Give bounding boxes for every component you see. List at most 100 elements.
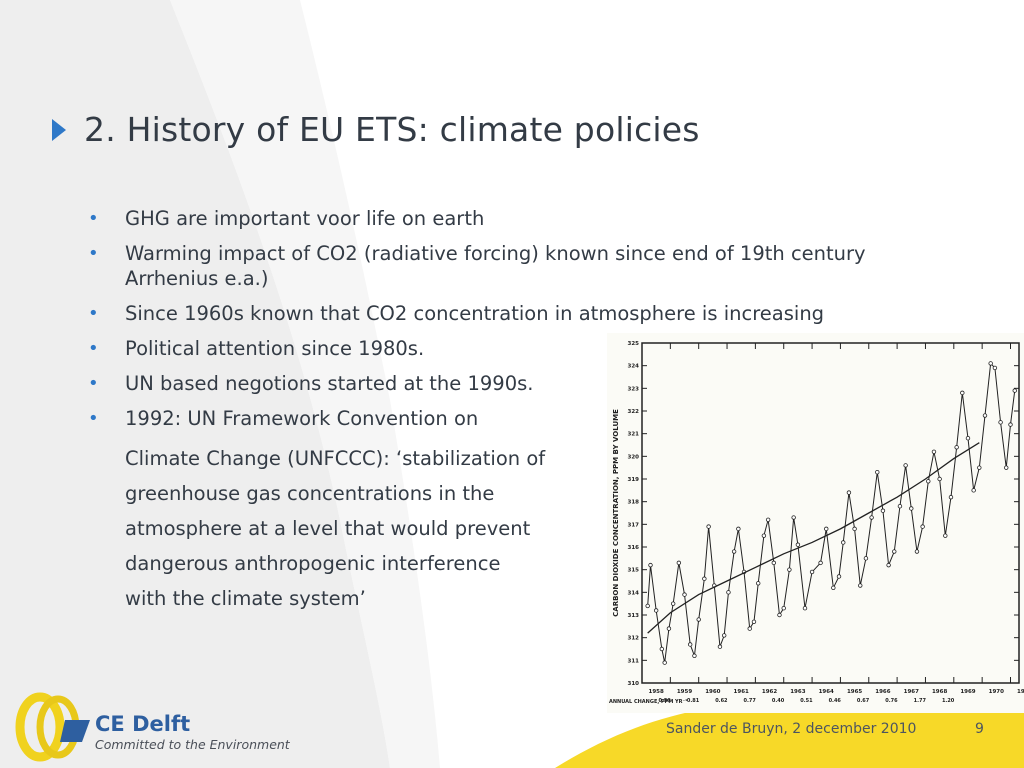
data-point: [802, 606, 808, 611]
bullet-text: GHG are important voor life on earth: [125, 207, 485, 230]
bullet-dot-icon: •: [88, 208, 99, 229]
title-arrow-icon: [52, 118, 66, 141]
x-tick-label: 1963: [790, 689, 805, 695]
y-tick-label: 312: [628, 636, 640, 642]
continuation-line: Climate Change (UNFCCC): ‘stabilization …: [125, 447, 546, 470]
data-point: [722, 633, 727, 638]
series-line-monthly: [647, 362, 1016, 663]
annual-change-value: 0.76: [885, 698, 898, 704]
data-point: [692, 653, 697, 658]
bullet-text: 1992: UN Framework Convention on: [125, 407, 479, 430]
x-tick-label: 1958: [649, 689, 664, 695]
bullet-text: Warming impact of CO2 (radiative forcing…: [125, 242, 866, 290]
x-tick-label: 1967: [904, 689, 919, 695]
data-point: [943, 533, 948, 538]
data-point: [747, 626, 752, 631]
data-point: [982, 413, 988, 418]
y-tick-label: 318: [628, 500, 640, 506]
data-point: [662, 660, 667, 665]
x-tick-label: 1969: [960, 689, 975, 695]
x-tick-label: 1970: [989, 689, 1004, 695]
data-point: [824, 526, 829, 532]
bullet-list: • GHG are important voor life on earth • W…: [88, 206, 908, 626]
bullet-item: • UN based negotions started at the 1990s…: [88, 371, 908, 396]
plot-frame: [641, 342, 1020, 684]
data-point: [731, 549, 737, 554]
data-point: [1012, 388, 1017, 393]
x-tick-label: 1971: [1017, 689, 1024, 695]
annual-change-value: 0.46: [829, 698, 842, 704]
annual-change-value: 0.77: [744, 698, 757, 704]
data-point: [863, 556, 869, 561]
footer-author-date: Sander de Bruyn, 2 december 2010: [666, 721, 917, 737]
page-number: 9: [975, 721, 984, 737]
continuation-line: greenhouse gas concentrations in the: [125, 482, 495, 505]
y-tick-label: 311: [628, 658, 640, 664]
bullet-text: UN based negotions started at the 1990s.: [125, 372, 534, 395]
data-point: [992, 365, 998, 371]
data-point: [977, 465, 982, 470]
data-point: [858, 583, 863, 588]
data-point: [948, 494, 954, 500]
annual-change-value: 0.40: [772, 698, 785, 704]
y-tick-label: 314: [628, 590, 640, 596]
annual-change-value: 0.62: [715, 698, 728, 704]
bullet-dot-icon: •: [88, 338, 99, 359]
annual-change-value: 0.59: [659, 698, 672, 704]
continuation-line: atmosphere at a level that would prevent: [125, 517, 531, 540]
data-point: [791, 515, 796, 520]
y-tick-label: 324: [628, 364, 640, 370]
co2-chart: 310 311 312 313 314 315 316 317 318 319 320 321 322 3…: [607, 333, 1024, 713]
data-point: [648, 562, 653, 568]
data-point: [736, 526, 741, 532]
continuation-line: dangerous anthropogenic interference: [125, 552, 501, 575]
data-point: [892, 549, 897, 554]
y-tick-label: 320: [628, 454, 640, 460]
data-point: [937, 476, 942, 482]
bullet-dot-icon: •: [88, 408, 99, 429]
data-point: [886, 562, 891, 568]
bullet-continuation: Climate Change (UNFCCC): ‘stabilization …: [125, 441, 908, 616]
continuation-line: with the climate system’: [125, 587, 366, 610]
bullet-dot-icon: •: [88, 373, 99, 394]
data-point: [702, 576, 707, 581]
y-tick-label: 313: [628, 613, 640, 619]
data-point: [809, 569, 815, 575]
data-point: [852, 526, 857, 532]
annual-change-label: ANNUAL CHANGE, PPM YR⁻¹: [609, 699, 687, 705]
data-point: [756, 581, 761, 586]
y-tick-label: 325: [628, 341, 640, 347]
data-point: [998, 420, 1003, 425]
data-point: [781, 606, 786, 611]
bullet-item: • Warming impact of CO2 (radiative forcin…: [88, 241, 908, 291]
x-tick-label: 1959: [677, 689, 692, 695]
data-point: [676, 560, 682, 566]
y-tick-label: 319: [628, 477, 640, 483]
data-point: [659, 646, 665, 652]
x-tick-label: 1961: [734, 689, 749, 695]
data-point: [875, 469, 880, 475]
data-point: [1008, 422, 1013, 427]
y-axis-label: CARBON DIOXIDE CONCENTRATION, PPM BY VOL…: [612, 409, 620, 617]
data-point: [777, 612, 782, 618]
data-point: [926, 479, 931, 484]
x-tick-label: 1964: [819, 689, 834, 695]
data-point: [765, 517, 771, 522]
ce-delft-logo-icon: [15, 692, 90, 762]
y-tick-label: 321: [628, 432, 640, 438]
data-point: [954, 445, 959, 450]
annual-change-value: 0.67: [857, 698, 870, 704]
data-point: [787, 567, 792, 572]
x-tick-label: 1966: [875, 689, 890, 695]
x-tick-label: 1960: [705, 689, 720, 695]
data-point: [818, 560, 823, 566]
y-tick-label: 317: [628, 522, 640, 528]
bullet-item: • 1992: UN Framework Convention on Climat…: [88, 406, 908, 616]
data-point: [726, 590, 731, 595]
data-point: [666, 626, 672, 631]
annual-change-value: 0.51: [800, 698, 813, 704]
bullet-item: • Political attention since 1980s.: [88, 336, 908, 361]
logo-tagline: Committed to the Environment: [95, 737, 290, 752]
x-tick-label: 1962: [762, 689, 777, 695]
